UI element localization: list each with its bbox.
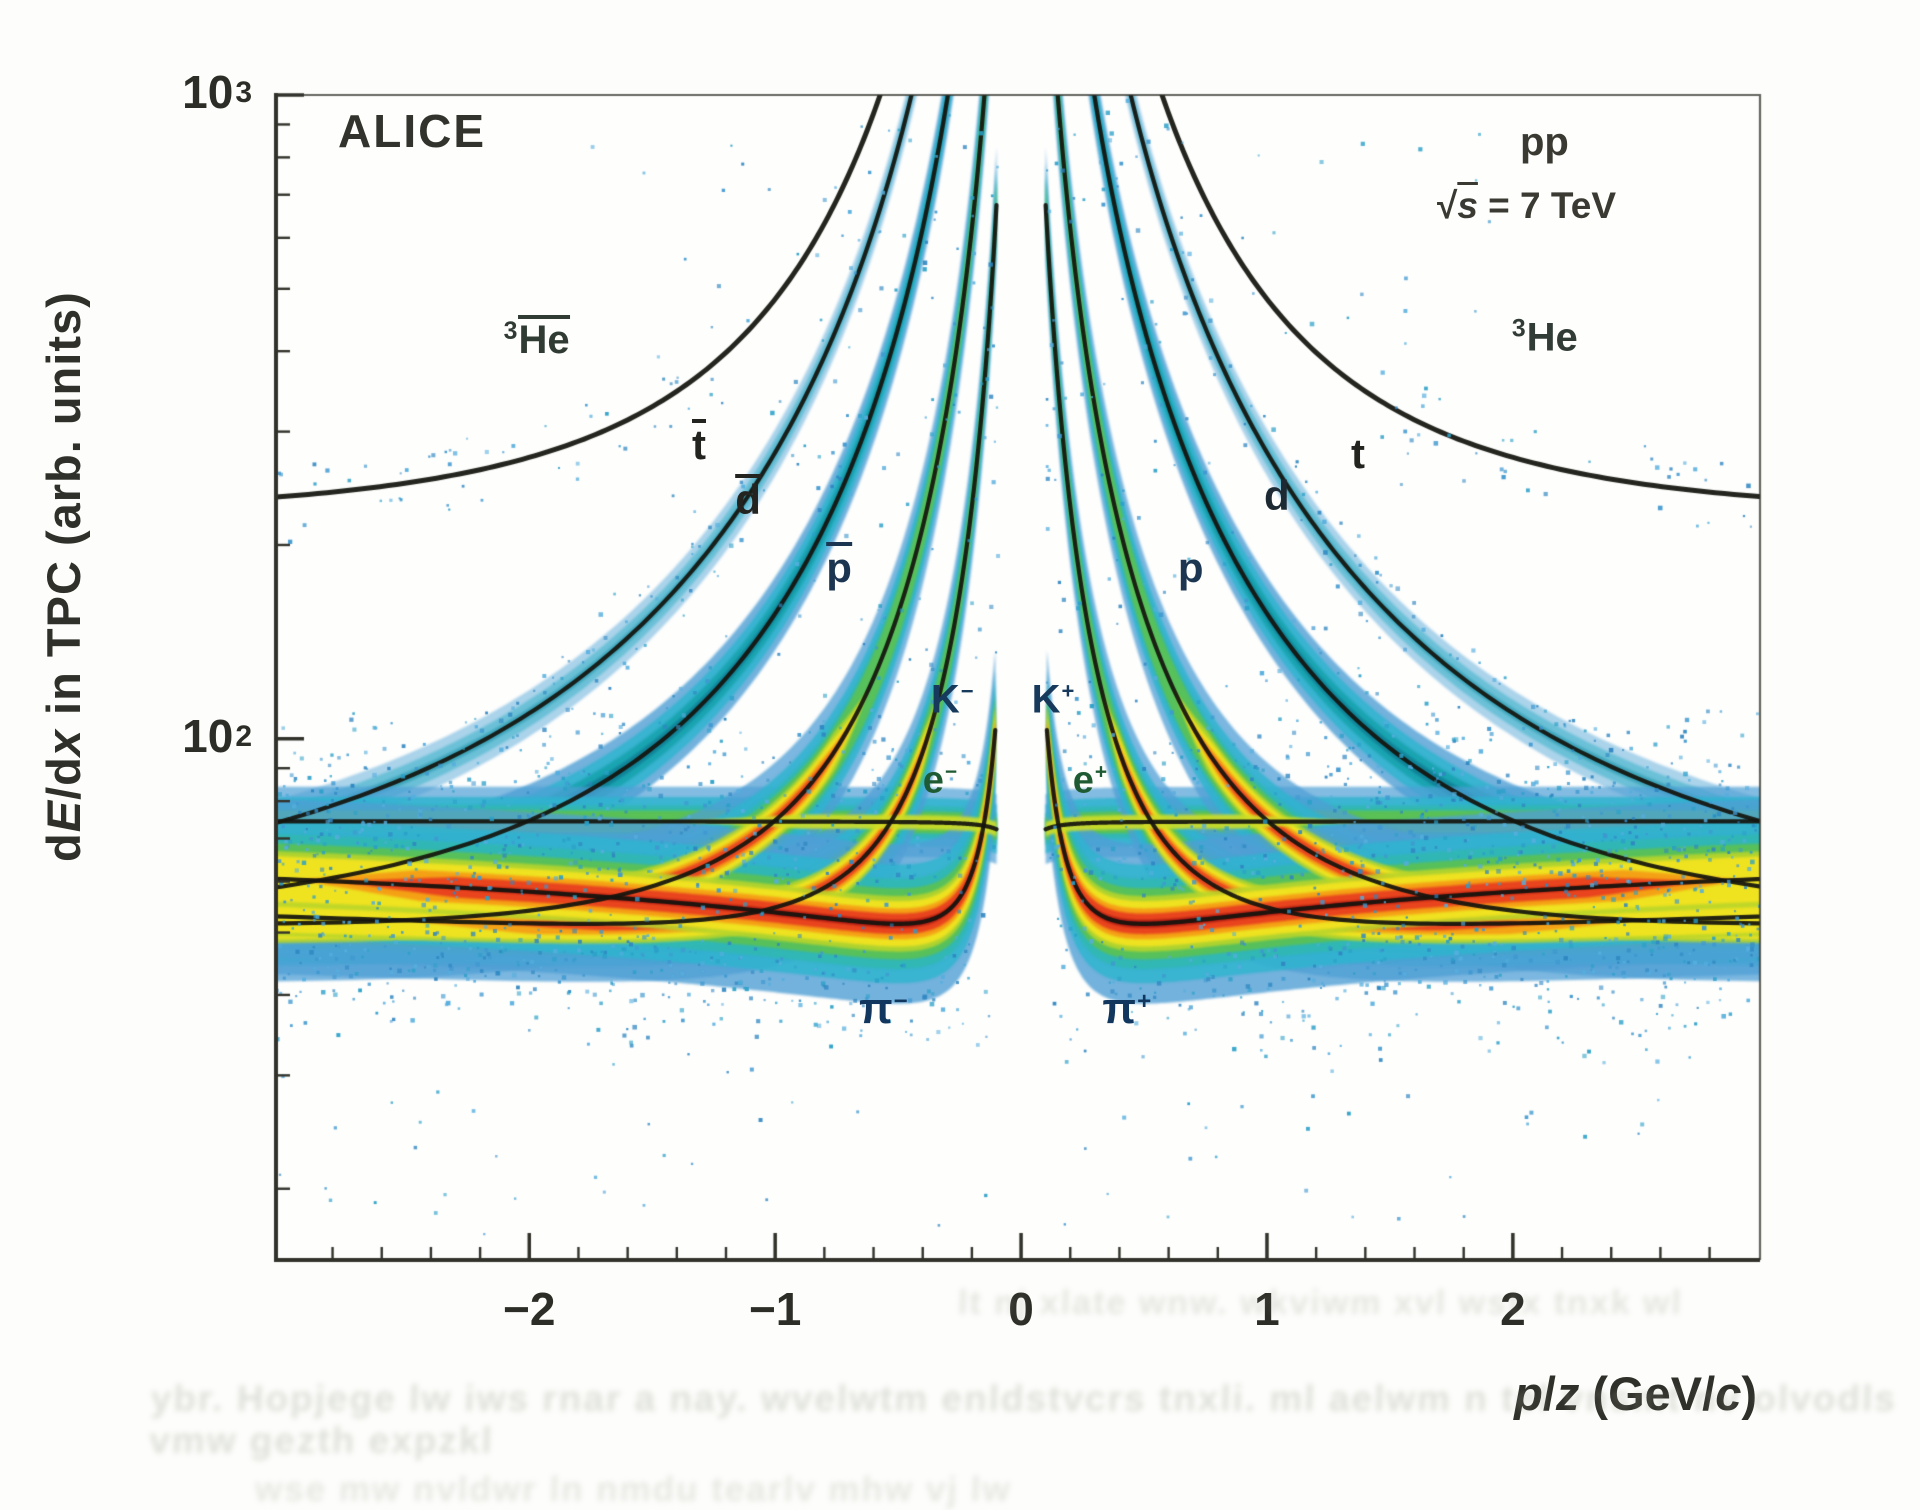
kminus-label: K− [930,677,974,722]
antiproton-label: p [826,541,852,591]
x-tick-label: 1 [1254,1283,1280,1335]
x-tick-label: −1 [748,1283,802,1335]
eminus-label: e− [922,759,958,802]
antitriton-label: t [691,418,706,468]
y-axis-title: dE/dx in TPC (arb. units) [37,291,90,862]
x-tick-label: 0 [1008,1283,1034,1335]
antihelium3-label: 3He [504,314,570,363]
antideuteron-label: d [735,473,761,523]
kplus-label: K+ [1031,677,1075,722]
y-tick-label: 102 [182,709,252,762]
eplus-label: e+ [1072,759,1108,802]
collision-energy-label: √s = 7 TeV [1437,185,1617,226]
x-tick-label: 2 [1500,1283,1526,1335]
proton-label: p [1177,544,1204,592]
experiment-label: ALICE [338,105,486,157]
deuteron-label: d [1263,472,1290,520]
y-tick-label: 103 [182,66,252,118]
collision-system-label: pp [1520,120,1569,164]
piminus-label: π− [858,984,908,1034]
triton-label: t [1350,429,1365,477]
x-tick-label: −2 [503,1283,556,1335]
piplus-label: π+ [1102,984,1152,1034]
x-axis-title: p/z (GeV/c) [1514,1367,1757,1420]
helium3-label: 3He [1511,315,1578,360]
